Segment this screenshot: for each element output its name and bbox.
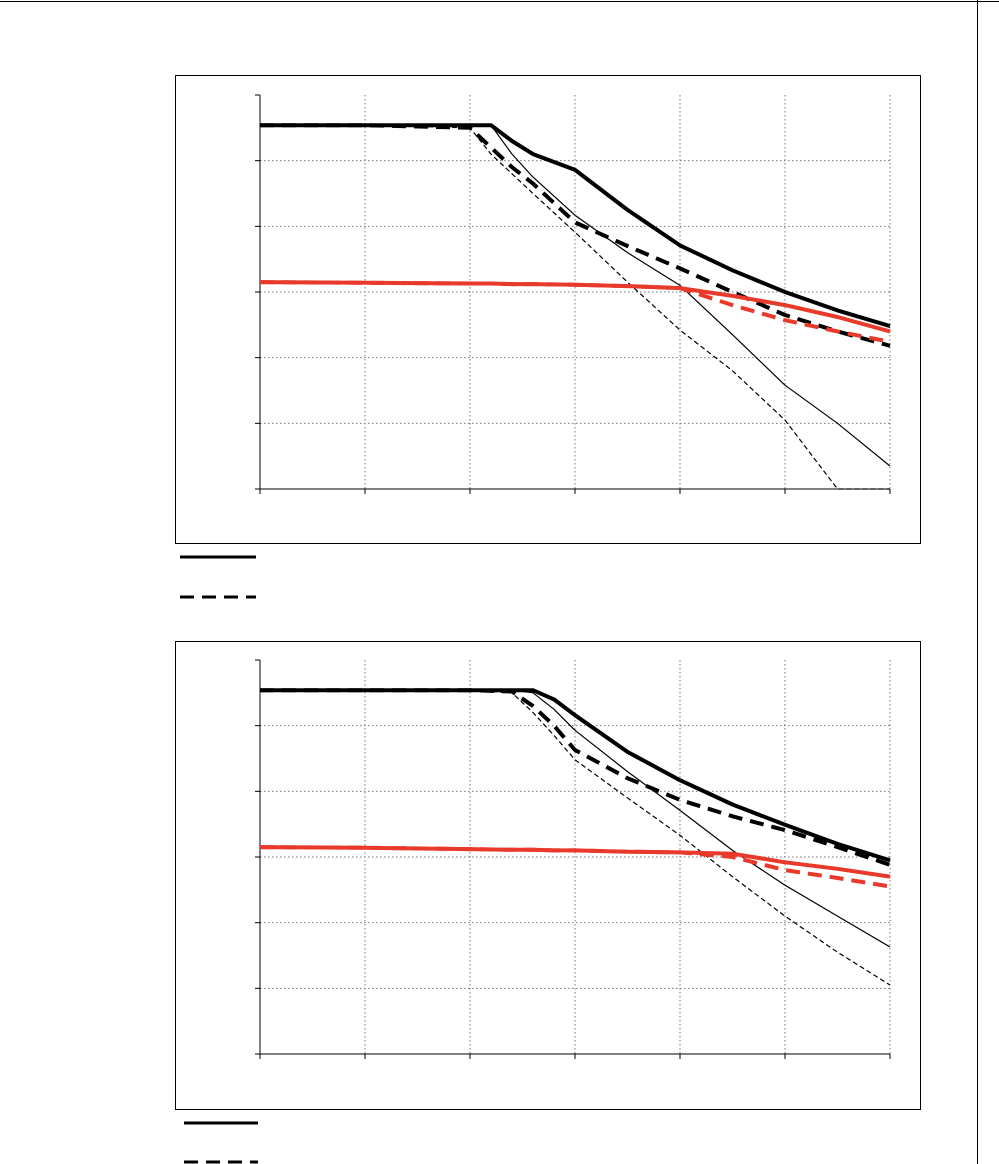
series-line — [259, 280, 891, 344]
series-line — [260, 124, 890, 490]
series-line — [260, 689, 891, 986]
chart-frame — [175, 641, 921, 1110]
series-line — [259, 845, 891, 889]
chart-frame — [175, 75, 921, 544]
series-line — [260, 124, 891, 467]
